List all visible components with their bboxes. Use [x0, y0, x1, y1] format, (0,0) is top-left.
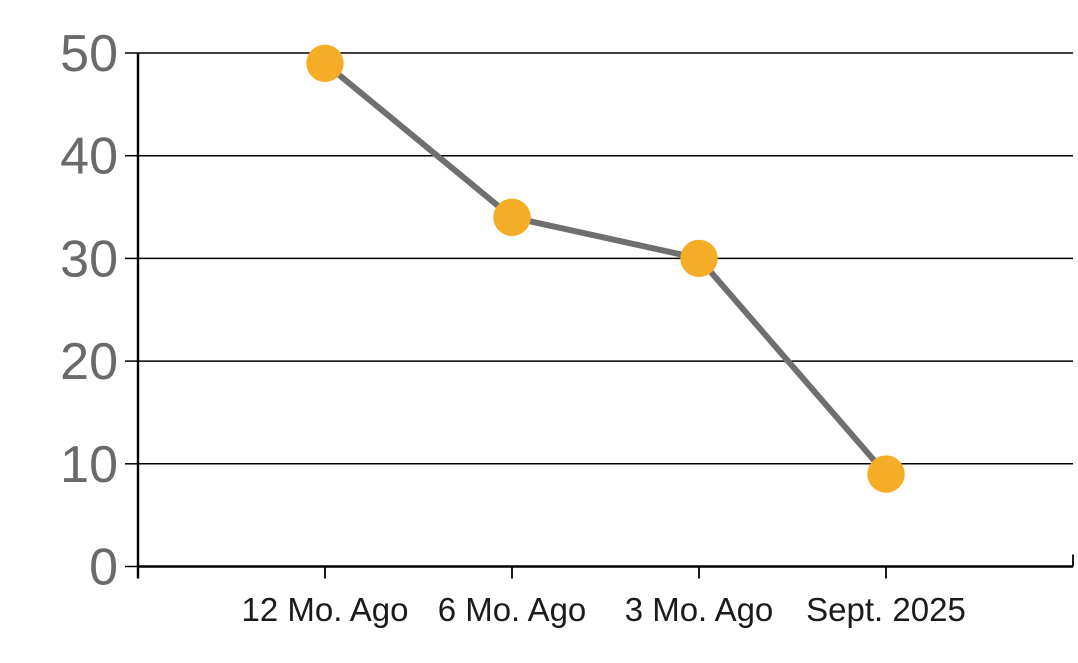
x-axis-tick-label: 3 Mo. Ago — [625, 591, 774, 628]
data-point-marker — [493, 198, 531, 237]
x-axis-tick-label: 6 Mo. Ago — [438, 591, 587, 628]
y-axis-tick-label: 10 — [60, 436, 118, 494]
data-point-marker — [680, 239, 718, 278]
x-axis-tick-label: 12 Mo. Ago — [242, 591, 409, 628]
y-axis-tick-label: 30 — [60, 230, 118, 288]
y-axis-tick-label: 0 — [89, 539, 118, 597]
data-point-marker — [306, 44, 344, 82]
data-point-marker — [867, 455, 905, 493]
y-axis-tick-label: 40 — [60, 128, 118, 186]
y-axis-tick-label: 20 — [60, 333, 118, 391]
x-axis-tick-label: Sept. 2025 — [806, 591, 966, 628]
data-line — [322, 60, 889, 478]
y-axis-tick-label: 50 — [60, 25, 118, 83]
